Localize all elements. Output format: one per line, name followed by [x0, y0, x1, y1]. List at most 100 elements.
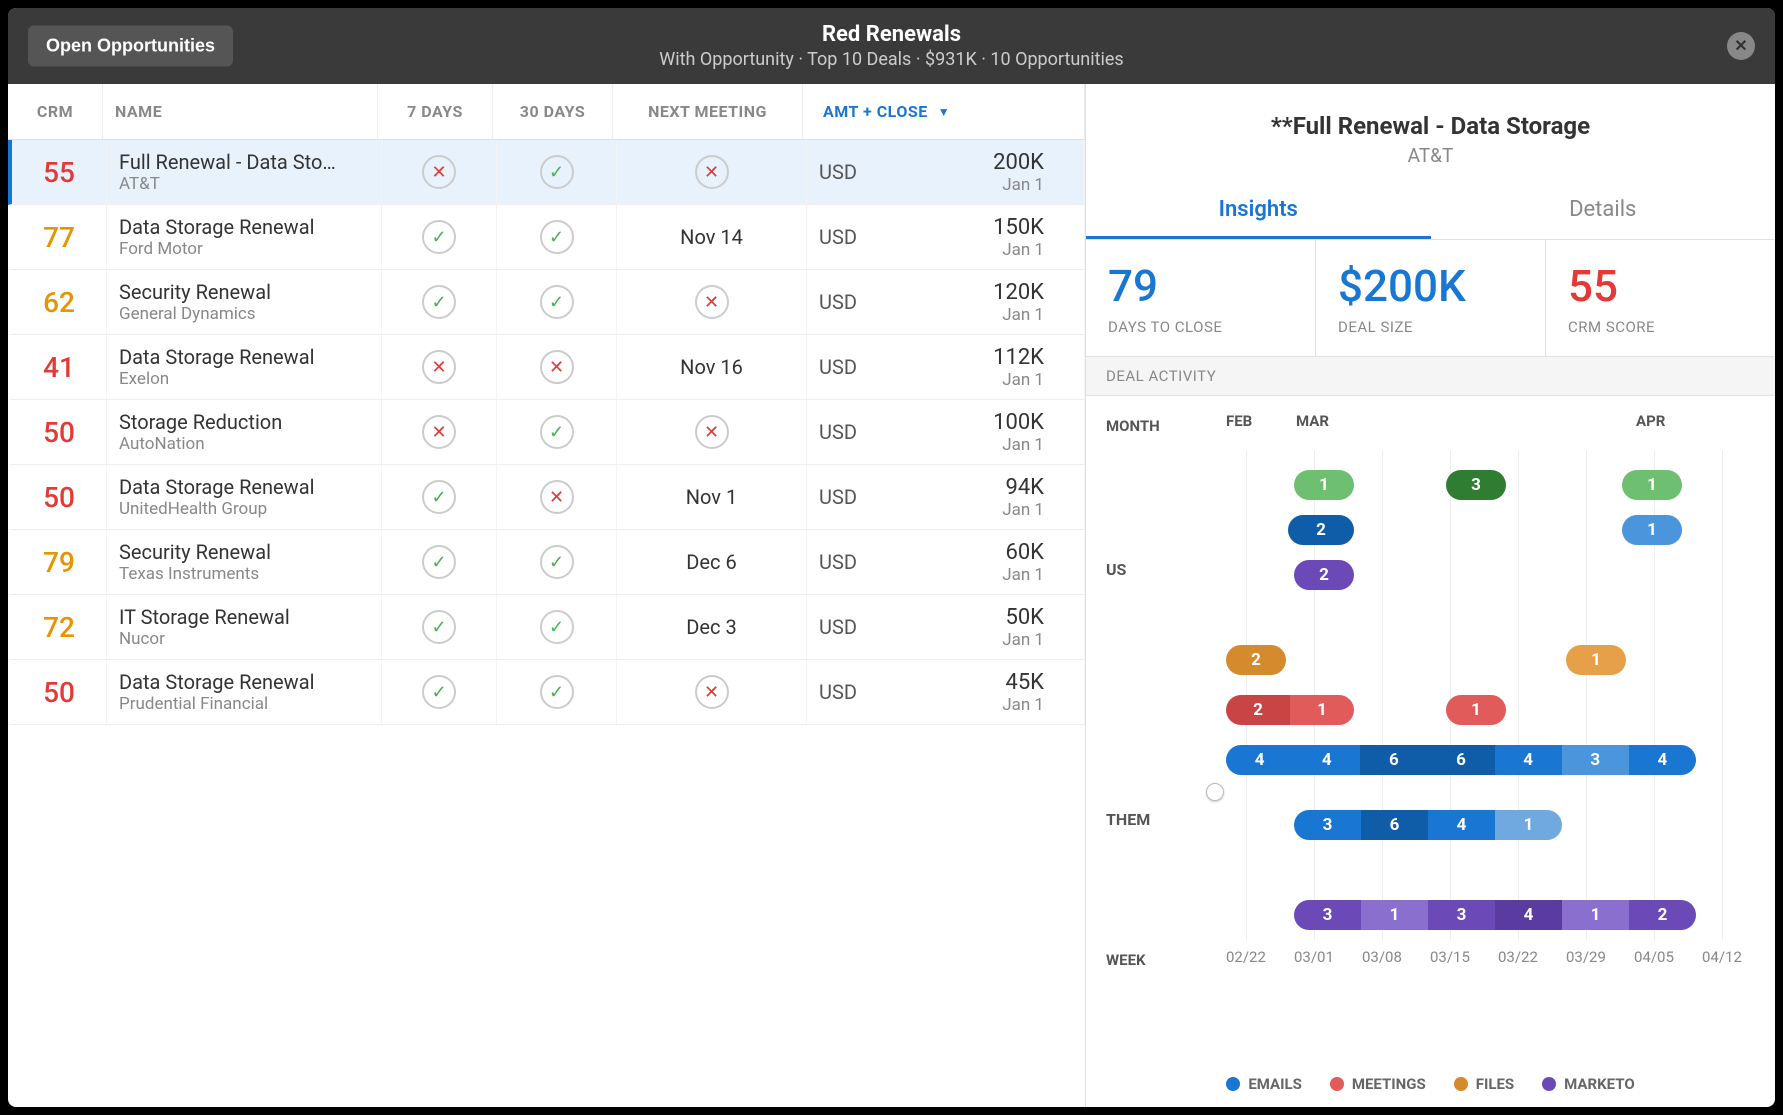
pill-segment: 6: [1360, 745, 1427, 775]
week-cell: 03/15: [1430, 948, 1470, 966]
activity-pill[interactable]: 1: [1294, 470, 1354, 500]
legend-label: MEETINGS: [1352, 1075, 1426, 1093]
side-label-us: US: [1106, 560, 1126, 579]
cell-7days: ✓: [382, 530, 497, 594]
meeting-date: Nov 14: [680, 225, 743, 249]
cell-30days: ✓: [497, 595, 617, 659]
check-icon: ✓: [422, 220, 456, 254]
pill-segment: 1: [1446, 695, 1506, 725]
cell-30days: ✓: [497, 530, 617, 594]
week-cell: 04/05: [1634, 948, 1674, 966]
pill-segment: 3: [1562, 745, 1629, 775]
pill-segment: 2: [1294, 560, 1354, 590]
activity-pill[interactable]: 3641: [1294, 810, 1562, 840]
activity-pill[interactable]: 1: [1446, 695, 1506, 725]
cell-next-meeting: Nov 16: [617, 335, 807, 399]
close-button[interactable]: ✕: [1727, 32, 1755, 60]
check-icon: ✓: [422, 285, 456, 319]
table-row[interactable]: 79Security RenewalTexas Instruments✓✓Dec…: [8, 530, 1085, 595]
pill-segment: 3: [1294, 810, 1361, 840]
page-subtitle: With Opportunity · Top 10 Deals · $931K …: [28, 49, 1755, 70]
kpi-value: 55: [1568, 260, 1753, 312]
col-30days[interactable]: 30 DAYS: [493, 84, 613, 139]
opportunity-name: Storage Reduction: [119, 410, 369, 434]
table-row[interactable]: 50Data Storage RenewalPrudential Financi…: [8, 660, 1085, 725]
col-crm[interactable]: CRM: [8, 84, 103, 139]
pill-segment: 1: [1495, 810, 1562, 840]
cell-30days: ✓: [497, 140, 617, 204]
table-row[interactable]: 50Data Storage RenewalUnitedHealth Group…: [8, 465, 1085, 530]
table-row[interactable]: 77Data Storage RenewalFord Motor✓✓Nov 14…: [8, 205, 1085, 270]
cell-crm: 72: [12, 595, 107, 659]
activity-pill[interactable]: 2: [1288, 515, 1354, 545]
activity-pill[interactable]: 3: [1446, 470, 1506, 500]
activity-pill[interactable]: 2: [1294, 560, 1354, 590]
currency: USD: [819, 160, 857, 184]
close-date: Jan 1: [1002, 630, 1044, 650]
pill-segment: 2: [1629, 900, 1696, 930]
x-icon: ✕: [695, 155, 729, 189]
activity-pill[interactable]: 2: [1226, 645, 1286, 675]
check-icon: ✓: [540, 610, 574, 644]
table-row[interactable]: 62Security RenewalGeneral Dynamics✓✓✕USD…: [8, 270, 1085, 335]
cell-name: Security RenewalGeneral Dynamics: [107, 270, 382, 334]
cell-next-meeting: Dec 3: [617, 595, 807, 659]
x-icon: ✕: [695, 415, 729, 449]
col-next-meeting[interactable]: NEXT MEETING: [613, 84, 803, 139]
open-opportunities-button[interactable]: Open Opportunities: [28, 26, 233, 67]
cell-amount: USD60KJan 1: [807, 530, 1085, 594]
table-row[interactable]: 50Storage ReductionAutoNation✕✓✕USD100KJ…: [8, 400, 1085, 465]
company-name: General Dynamics: [119, 304, 369, 324]
amount-value: 100K: [993, 410, 1044, 435]
activity-pill[interactable]: 1: [1622, 515, 1682, 545]
opportunity-name: Data Storage Renewal: [119, 670, 369, 694]
check-icon: ✓: [540, 675, 574, 709]
meeting-date: Nov 1: [686, 485, 737, 509]
opportunity-name: Security Renewal: [119, 540, 369, 564]
legend-dot-icon: [1454, 1077, 1468, 1091]
col-amt-close[interactable]: AMT + CLOSE ▼: [803, 84, 1085, 139]
gridline: [1382, 450, 1383, 940]
cell-amount: USD100KJan 1: [807, 400, 1085, 464]
activity-pill[interactable]: 1: [1566, 645, 1626, 675]
legend-dot-icon: [1542, 1077, 1556, 1091]
close-date: Jan 1: [1002, 565, 1044, 585]
currency: USD: [819, 420, 857, 444]
pill-segment: 3: [1294, 900, 1361, 930]
opportunity-name: Data Storage Renewal: [119, 345, 369, 369]
cell-amount: USD200KJan 1: [807, 140, 1085, 204]
cell-name: Data Storage RenewalUnitedHealth Group: [107, 465, 382, 529]
opportunity-name: IT Storage Renewal: [119, 605, 369, 629]
side-label-them: THEM: [1106, 810, 1150, 829]
activity-pill[interactable]: 4466434: [1226, 745, 1696, 775]
cell-crm: 77: [12, 205, 107, 269]
cell-amount: USD94KJan 1: [807, 465, 1085, 529]
week-cell: 03/22: [1498, 948, 1538, 966]
x-icon: ✕: [540, 480, 574, 514]
tab-details[interactable]: Details: [1431, 183, 1776, 239]
activity-pill[interactable]: 1: [1622, 470, 1682, 500]
pill-segment: 6: [1361, 810, 1428, 840]
check-icon: ✓: [540, 415, 574, 449]
table-row[interactable]: 41Data Storage RenewalExelon✕✕Nov 16USD1…: [8, 335, 1085, 400]
col-7days[interactable]: 7 DAYS: [378, 84, 493, 139]
week-cell: 02/22: [1226, 948, 1266, 966]
cell-next-meeting: ✕: [617, 660, 807, 724]
opportunity-name: Security Renewal: [119, 280, 369, 304]
currency: USD: [819, 225, 857, 249]
table-row[interactable]: 55Full Renewal - Data Sto…AT&T✕✓✕USD200K…: [8, 140, 1085, 205]
legend-item: MARKETO: [1542, 1075, 1635, 1093]
table-row[interactable]: 72IT Storage RenewalNucor✓✓Dec 3USD50KJa…: [8, 595, 1085, 660]
slider-handle[interactable]: [1206, 783, 1224, 801]
close-date: Jan 1: [993, 305, 1044, 325]
cell-next-meeting: Nov 14: [617, 205, 807, 269]
tab-insights[interactable]: Insights: [1086, 183, 1431, 239]
company-name: Ford Motor: [119, 239, 369, 259]
week-row: WEEK 02/2203/0103/0803/1503/2203/2904/05…: [1106, 948, 1755, 972]
activity-pill[interactable]: 21: [1226, 695, 1354, 725]
cell-30days: ✕: [497, 335, 617, 399]
close-date: Jan 1: [993, 175, 1044, 195]
close-date: Jan 1: [1002, 500, 1044, 520]
col-name[interactable]: NAME: [103, 84, 378, 139]
activity-pill[interactable]: 313412: [1294, 900, 1696, 930]
